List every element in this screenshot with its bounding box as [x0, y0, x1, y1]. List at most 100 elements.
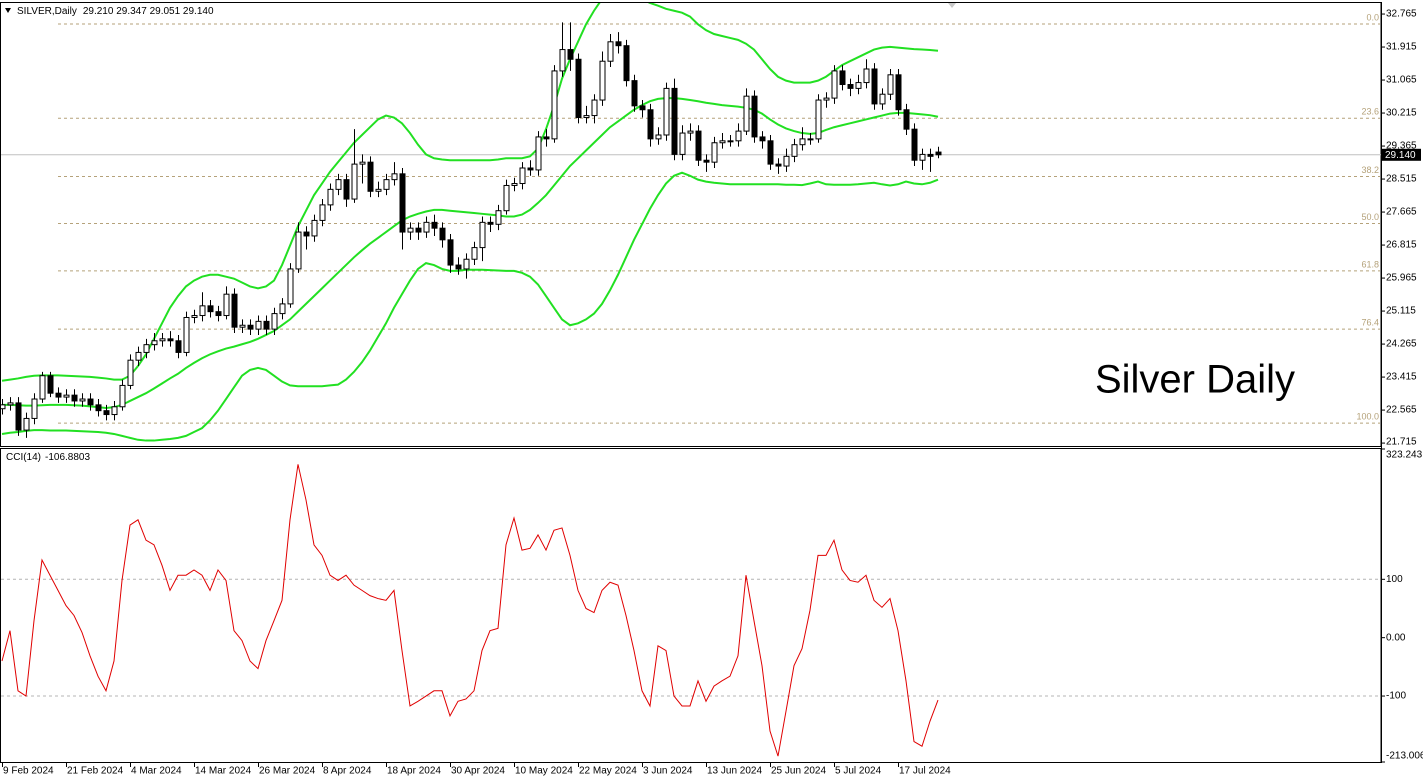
candle-body: [527, 167, 534, 171]
y-tick-label: 26.815: [1386, 240, 1417, 251]
candle-body: [223, 293, 230, 317]
cci-header: CCI(14) -106.8803: [6, 452, 90, 463]
candle-body: [935, 151, 942, 156]
candle-body: [367, 161, 374, 192]
candle-body: [431, 221, 438, 229]
candle-body: [687, 130, 694, 134]
candle-body: [239, 324, 246, 328]
candle-body: [847, 84, 854, 89]
candle-body: [479, 221, 486, 249]
x-tick-label: 8 Apr 2024: [323, 766, 372, 777]
candle-body: [799, 138, 806, 146]
candle-body: [535, 136, 542, 171]
candle-body: [311, 219, 318, 237]
x-tick-label: 14 Mar 2024: [195, 766, 252, 777]
candle-body: [287, 268, 294, 305]
ohlc: 29.210 29.347 29.051 29.140: [83, 6, 214, 17]
candle-body: [583, 115, 590, 119]
candle-body: [855, 82, 862, 89]
candle-body: [31, 398, 38, 419]
candle-body: [647, 109, 654, 140]
candle-body: [927, 153, 934, 157]
x-tick-label: 4 Mar 2024: [131, 766, 182, 777]
fib-label: 0.0: [1366, 12, 1379, 22]
y-tick-label: 31.915: [1386, 42, 1417, 53]
candle-body: [759, 136, 766, 142]
candle-body: [655, 134, 662, 140]
symbol: SILVER,Daily: [17, 6, 77, 17]
candle-body: [495, 210, 502, 225]
cci-title: CCI(14): [6, 452, 41, 463]
candle-body: [895, 74, 902, 111]
candle-body: [463, 258, 470, 270]
shift-marker: [948, 3, 956, 8]
candle-body: [391, 173, 398, 181]
y-tick-label: 28.515: [1386, 174, 1417, 185]
candle-body: [879, 93, 886, 105]
y-tick-label: 21.715: [1386, 437, 1417, 448]
bollinger-band: [1, 171, 939, 442]
candle-body: [175, 340, 182, 353]
candle-body: [255, 320, 262, 330]
y-tick-label: 29.365: [1386, 141, 1417, 152]
candle-body: [191, 315, 198, 318]
candle-body: [775, 163, 782, 167]
candle-body: [207, 305, 214, 313]
candle-body: [671, 87, 678, 155]
candle-body: [887, 74, 894, 95]
current-price-box: [1382, 148, 1421, 161]
candle-body: [791, 144, 798, 157]
candle-body: [159, 338, 166, 342]
candle-body: [751, 95, 758, 138]
candle-body: [735, 130, 742, 142]
candle-body: [623, 45, 630, 82]
candle-body: [607, 41, 614, 62]
candle-body: [71, 394, 78, 402]
candle-body: [575, 58, 582, 119]
candle-body: [543, 136, 550, 140]
candle-body: [423, 221, 430, 233]
candle-body: [711, 142, 718, 163]
candle-body: [919, 153, 926, 161]
fib-label: 76.4: [1361, 318, 1379, 328]
candle-body: [135, 351, 142, 361]
candle-body: [599, 60, 606, 101]
x-tick-label: 3 Jun 2024: [643, 766, 693, 777]
candle-body: [447, 239, 454, 266]
candle-body: [807, 138, 814, 141]
bollinger-band: [2, 97, 939, 409]
candle-body: [215, 311, 222, 317]
candle-body: [335, 179, 342, 190]
collapse-icon: [5, 8, 11, 13]
x-tick-label: 17 Jul 2024: [899, 766, 951, 777]
candle-body: [319, 204, 326, 221]
candle-body: [167, 338, 174, 342]
candle-body: [295, 231, 302, 270]
candle-body: [327, 188, 334, 206]
candle-body: [359, 161, 366, 165]
candle-body: [63, 394, 70, 398]
candle-body: [727, 140, 734, 143]
bollinger-band: [1, 3, 939, 382]
candle-body: [815, 99, 822, 140]
cci-line: [1, 464, 939, 757]
candle-body: [767, 140, 774, 165]
candle-body: [383, 179, 390, 190]
candle-body: [1, 404, 6, 410]
x-tick-label: 5 Jul 2024: [835, 766, 882, 777]
candle-body: [79, 398, 86, 402]
candle-body: [279, 303, 286, 315]
candle-body: [903, 109, 910, 130]
candle-body: [199, 305, 206, 317]
candle-body: [247, 324, 254, 330]
y-tick-label: 23.415: [1386, 372, 1417, 383]
x-tick-label: 13 Jun 2024: [707, 766, 762, 777]
candle-body: [7, 402, 14, 406]
candle-body: [183, 316, 190, 353]
candle-body: [871, 68, 878, 105]
y-tick-label: 32.765: [1386, 9, 1417, 20]
candle-body: [55, 392, 62, 398]
